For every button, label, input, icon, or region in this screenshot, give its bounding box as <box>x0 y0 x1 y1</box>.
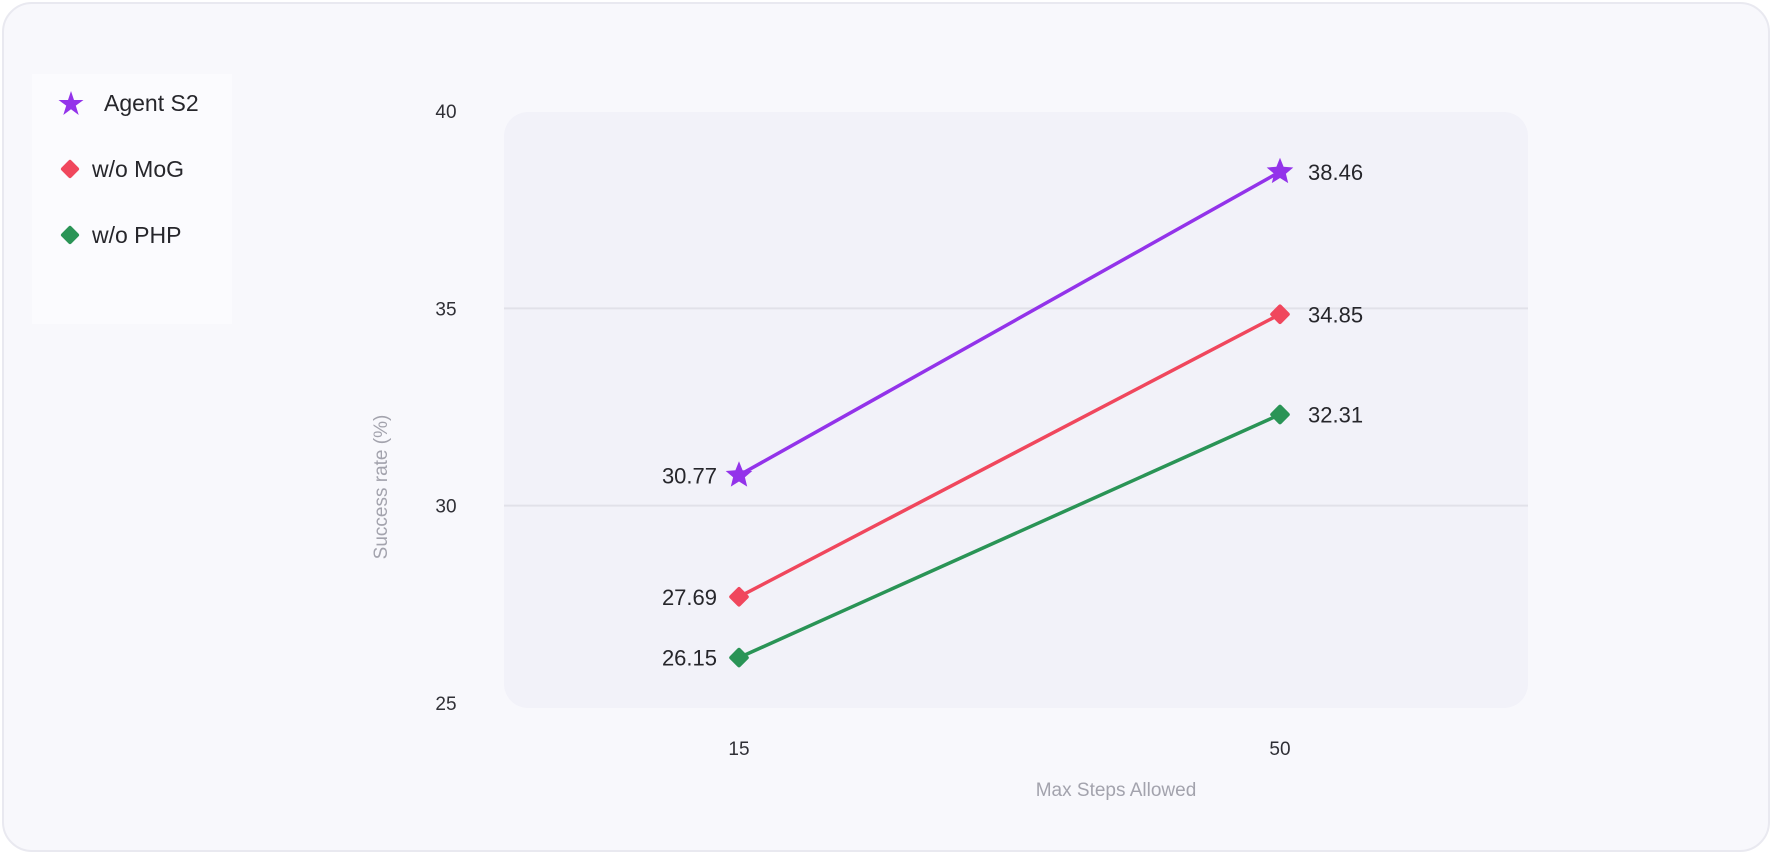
data-point-star <box>725 461 753 487</box>
diamond-icon <box>60 159 80 179</box>
grid <box>504 307 1528 507</box>
legend-item-wo-mog: w/o MoG <box>58 154 184 184</box>
legend-item-wo-php: w/o PHP <box>58 220 181 250</box>
data-label: 26.15 <box>662 646 717 671</box>
y-tick-label: 25 <box>435 694 456 715</box>
data-point-diamond <box>729 587 749 607</box>
data-point-diamond <box>729 647 749 668</box>
y-tick-label: 35 <box>435 299 456 320</box>
series-line <box>737 312 1282 599</box>
data-label: 38.46 <box>1308 160 1363 185</box>
x-axis-ticks: 15 50 <box>728 739 1290 760</box>
data-label: 32.31 <box>1308 402 1363 427</box>
series-w-o-mog: 27.69 34.85 <box>662 302 1363 610</box>
legend-label: w/o MoG <box>92 155 185 182</box>
data-label: 30.77 <box>662 463 717 488</box>
legend-item-agent-s2: Agent S2 <box>58 88 199 118</box>
data-point-diamond <box>1270 404 1290 425</box>
star-icon <box>58 91 84 115</box>
data-label: 27.69 <box>662 585 717 610</box>
y-tick-label: 30 <box>435 497 456 518</box>
legend-label: Agent S2 <box>104 89 199 116</box>
x-axis-label: Max Steps Allowed <box>1036 780 1197 801</box>
series-line <box>737 412 1282 660</box>
data-point-star <box>1266 157 1294 184</box>
plot-area <box>504 112 1528 708</box>
series-line <box>737 170 1282 478</box>
series-w-o-php: 26.15 32.31 <box>662 402 1363 670</box>
series-agent-s2: 30.77 38.46 <box>662 157 1363 488</box>
diamond-icon <box>60 225 80 245</box>
y-axis-label: Success rate (%) <box>371 415 392 560</box>
x-tick-label: 15 <box>728 739 749 760</box>
legend: Agent S2 w/o MoG w/o PHP <box>32 74 232 324</box>
y-tick-label: 40 <box>435 102 456 123</box>
y-axis-ticks: 25 30 35 40 <box>435 102 456 715</box>
data-label: 34.85 <box>1308 302 1363 327</box>
series-group: 30.77 38.46 27.69 34.85 26.15 32.31 <box>662 157 1363 671</box>
x-tick-label: 50 <box>1269 739 1290 760</box>
legend-label: w/o PHP <box>92 221 182 248</box>
data-point-diamond <box>1270 304 1290 325</box>
